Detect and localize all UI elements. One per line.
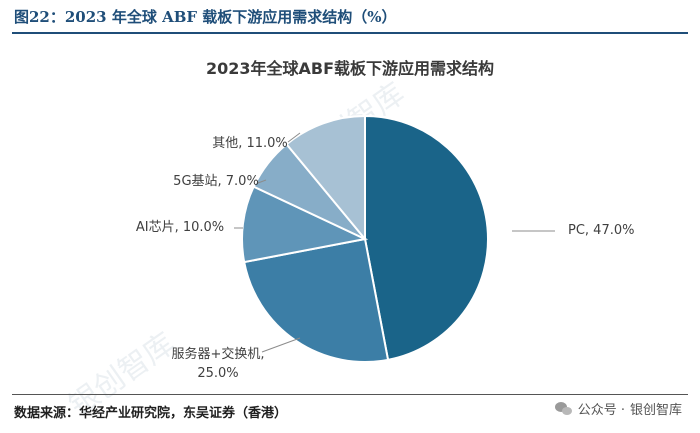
pie-slice-1: [243, 237, 390, 363]
pie-slice-4: [285, 114, 366, 242]
slice-label-1: 服务器+交换机,: [171, 346, 264, 362]
chart-title: 2023年全球ABF载板下游应用需求结构: [205, 59, 495, 78]
pie-slice-0: [364, 114, 489, 361]
pie-slice-2: [241, 185, 369, 264]
leader-line-3: [257, 179, 267, 184]
slice-label-4: 其他, 11.0%: [212, 136, 288, 151]
slice-label-2: AI芯片, 10.0%: [136, 220, 224, 235]
top-rule: [12, 32, 688, 34]
bottom-rule: [12, 394, 688, 395]
slice-label-0: PC, 47.0%: [568, 223, 634, 238]
wechat-name: 银创智库: [629, 403, 682, 418]
source-note: 数据来源：华经产业研究院，东吴证券（香港）: [14, 406, 288, 421]
figure-title: 图22：2023 年全球 ABF 载板下游应用需求结构（%）: [14, 8, 397, 26]
wechat-prefix: 公众号 ·: [577, 403, 625, 418]
leader-line-4: [287, 132, 301, 143]
wechat-attribution: 公众号 · 银创智库: [554, 399, 682, 418]
slice-label-3: 5G基站, 7.0%: [173, 174, 259, 189]
leader-line-1: [261, 337, 301, 353]
wechat-icon: [554, 401, 573, 416]
slice-label-1: 25.0%: [197, 366, 238, 381]
